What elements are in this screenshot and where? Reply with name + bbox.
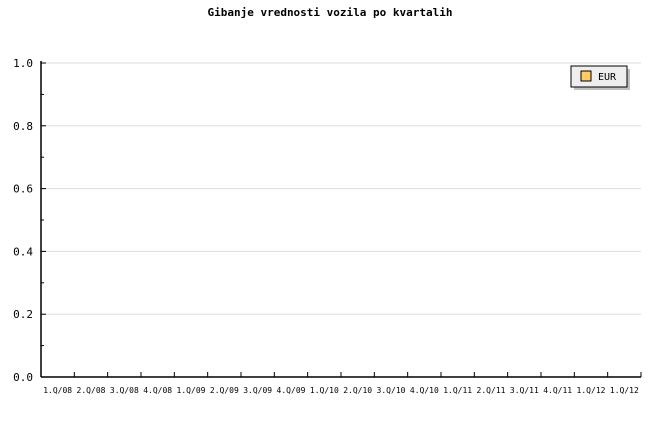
x-tick-label: 1.Q/11	[443, 386, 472, 395]
x-tick-label: 4.Q/10	[410, 386, 439, 395]
x-tick-label: 2.Q/09	[210, 386, 239, 395]
x-tick-label: 3.Q/09	[243, 386, 272, 395]
x-tick-label: 3.Q/08	[110, 386, 139, 395]
x-tick-label: 3.Q/10	[377, 386, 406, 395]
x-tick-label: 2.Q/11	[477, 386, 506, 395]
x-tick-label: 3.Q/11	[510, 386, 539, 395]
y-tick-label: 0.8	[13, 120, 33, 133]
x-tick-label: 2.Q/10	[343, 386, 372, 395]
x-tick-label: 4.Q/11	[543, 386, 572, 395]
y-tick-label: 0.4	[13, 245, 33, 258]
x-tick-label: 4.Q/09	[277, 386, 306, 395]
x-tick-label: 1.Q/12	[610, 386, 639, 395]
y-tick-label: 0.6	[13, 183, 33, 196]
y-tick-label: 0.0	[13, 371, 33, 384]
y-tick-label: 1.0	[13, 57, 33, 70]
y-tick-label: 0.2	[13, 308, 33, 321]
chart-title: Gibanje vrednosti vozila po kvartalih	[207, 6, 452, 19]
x-tick-label: 1.Q/10	[310, 386, 339, 395]
x-tick-label: 4.Q/08	[143, 386, 172, 395]
x-tick-label: 2.Q/08	[77, 386, 106, 395]
legend-swatch	[580, 70, 592, 82]
x-tick-label: 1.Q/09	[177, 386, 206, 395]
x-tick-label: 1.Q/08	[43, 386, 72, 395]
legend-label: EUR	[598, 72, 617, 83]
x-tick-label: 1.Q/12	[577, 386, 606, 395]
